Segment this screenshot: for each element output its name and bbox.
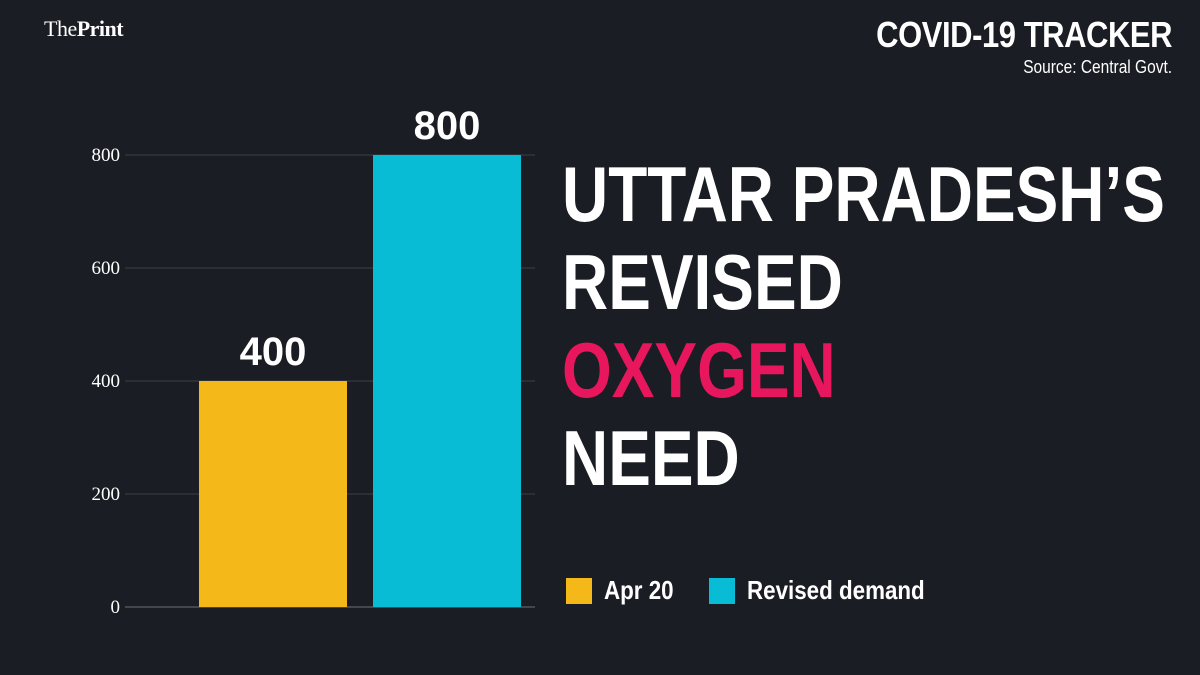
bar-value-label: 400: [240, 330, 307, 374]
y-tick-label: 600: [92, 258, 121, 279]
legend-swatch-revised: [708, 577, 735, 604]
y-tick-label: 200: [92, 484, 121, 505]
headline-line3: OXYGEN: [562, 326, 836, 414]
brand-logo-part2: Print: [76, 16, 124, 41]
bar-chart: 0 200 400 600 800 400 800: [92, 104, 535, 618]
legend-swatch-apr20: [566, 577, 592, 604]
headline-line4: NEED: [562, 414, 740, 502]
legend-label-revised: Revised demand: [746, 575, 925, 605]
bar: [199, 381, 347, 607]
y-tick-label: 400: [92, 371, 121, 392]
headline: UTTAR PRADESH’S REVISED OXYGEN NEED: [562, 150, 1165, 502]
brand-logo-part1: The: [44, 16, 77, 41]
headline-line2: REVISED: [562, 238, 843, 326]
y-tick-label: 0: [111, 597, 121, 618]
chart-legend: Apr 20 Revised demand: [566, 575, 978, 606]
bar-value-label: 800: [414, 104, 481, 148]
y-tick-label: 800: [92, 145, 121, 166]
headline-line1: UTTAR PRADESH’S: [562, 150, 1165, 238]
legend-label-apr20: Apr 20: [604, 575, 674, 605]
tracker-title: COVID-19 TRACKER: [876, 14, 1172, 55]
legend-item-apr20: Apr 20: [566, 575, 685, 606]
legend-item-revised: Revised demand: [708, 575, 954, 606]
tracker-header: COVID-19 TRACKER Source: Central Govt.: [828, 14, 1172, 78]
source-note: Source: Central Govt.: [1023, 57, 1172, 77]
bar: [373, 155, 521, 607]
brand-logo: ThePrint: [44, 16, 124, 42]
